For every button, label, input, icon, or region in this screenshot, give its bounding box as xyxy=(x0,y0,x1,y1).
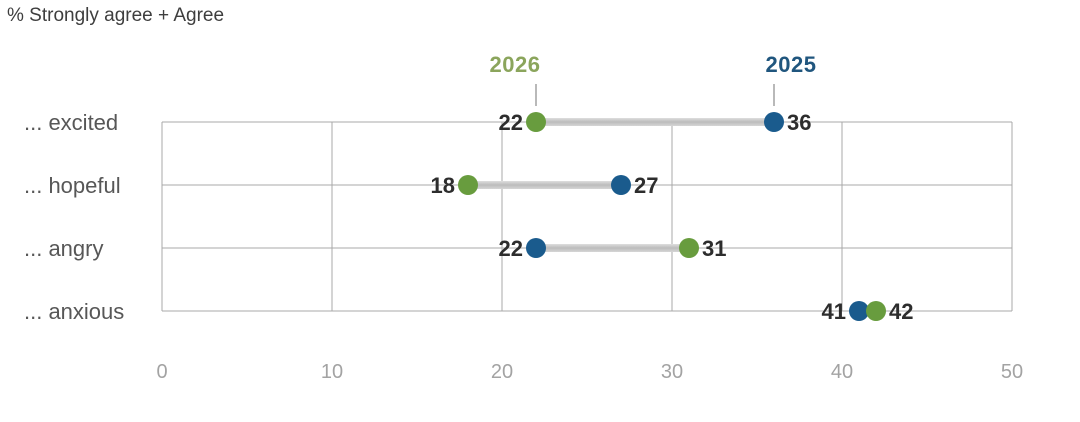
value-label: 18 xyxy=(431,173,455,198)
x-tick-label: 10 xyxy=(321,361,343,383)
connector-bar xyxy=(536,244,689,252)
value-label: 42 xyxy=(889,299,913,324)
dot-2025 xyxy=(849,301,869,321)
x-tick-label: 20 xyxy=(491,361,513,383)
legend-2026-label: 2026 xyxy=(489,52,541,77)
dot-2025 xyxy=(611,175,631,195)
row-label: ... anxious xyxy=(24,299,124,324)
dot-2026 xyxy=(526,112,546,132)
value-label: 36 xyxy=(787,110,811,135)
value-label: 22 xyxy=(499,110,523,135)
value-label: 22 xyxy=(499,236,523,261)
x-tick-label: 30 xyxy=(661,361,683,383)
dot-2026 xyxy=(679,238,699,258)
value-label: 27 xyxy=(634,173,658,198)
x-tick-label: 0 xyxy=(156,361,167,383)
connector-bar xyxy=(468,181,621,189)
legend-2025-label: 2025 xyxy=(765,52,817,77)
connector-bar xyxy=(536,118,774,126)
dot-2026 xyxy=(866,301,886,321)
dot-2026 xyxy=(458,175,478,195)
chart-title: % Strongly agree + Agree xyxy=(7,5,225,26)
dot-2025 xyxy=(764,112,784,132)
x-tick-label: 50 xyxy=(1001,361,1023,383)
value-label: 41 xyxy=(822,299,846,324)
row-label: ... excited xyxy=(24,110,118,135)
value-label: 31 xyxy=(702,236,726,261)
row-label: ... angry xyxy=(24,236,103,261)
dot-2025 xyxy=(526,238,546,258)
row-label: ... hopeful xyxy=(24,173,121,198)
x-tick-label: 40 xyxy=(831,361,853,383)
